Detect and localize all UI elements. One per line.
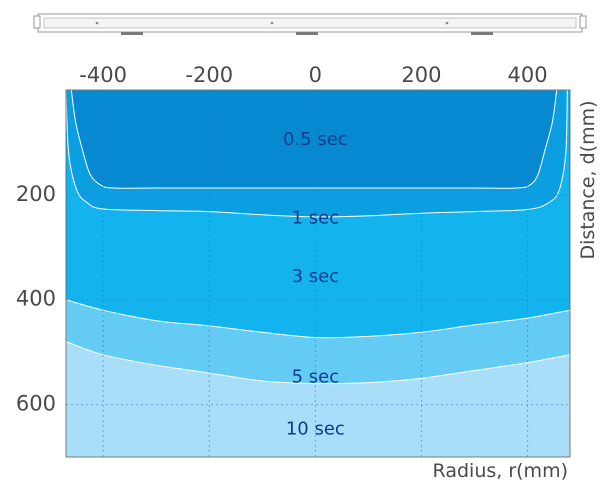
- x-tick-label: -400: [79, 63, 127, 87]
- zone-label-0-5-sec: 0.5 sec: [283, 129, 348, 150]
- grid-lines: [65, 89, 571, 458]
- contour-labels: 10 sec 5 sec 3 sec 1 sec 0.5 sec: [283, 129, 348, 440]
- device-sensor-dot: [445, 21, 449, 25]
- zone-label-1-sec: 1 sec: [292, 207, 340, 228]
- x-axis-label: Radius, r(mm): [433, 460, 568, 482]
- device-sensor-dot: [95, 21, 99, 25]
- zone-label-10-sec: 10 sec: [286, 419, 345, 440]
- zone-label-5-sec: 5 sec: [292, 366, 340, 387]
- device-sensor-dot: [270, 21, 274, 25]
- plot-area: [65, 89, 571, 458]
- y-tick-label: 200: [16, 182, 56, 206]
- device-mount-bracket: [471, 32, 493, 35]
- device-mount-bracket: [296, 32, 318, 35]
- plot-frame: [65, 89, 571, 458]
- axes: -400 -200 0 200 400 200 400 600 Radius, r(mm) Dis…: [16, 63, 599, 482]
- y-tick-label: 600: [16, 392, 56, 416]
- x-tick-label: -200: [185, 63, 233, 87]
- y-axis-label: Distance, d(mm): [577, 100, 599, 259]
- x-tick-label: 200: [401, 63, 441, 87]
- device-end-cap-right: [579, 15, 587, 29]
- y-tick-label: 400: [16, 287, 56, 311]
- device-lens-strip: [43, 17, 577, 29]
- zone-0-5-sec: [70, 89, 558, 189]
- zone-10-sec: [65, 340, 571, 458]
- device-mount-bracket: [121, 32, 143, 35]
- sensor-device-icon: [33, 13, 587, 35]
- zone-label-3-sec: 3 sec: [292, 266, 340, 287]
- x-tick-label: 400: [508, 63, 548, 87]
- device-end-cap-left: [33, 15, 41, 29]
- x-tick-label: 0: [309, 63, 322, 87]
